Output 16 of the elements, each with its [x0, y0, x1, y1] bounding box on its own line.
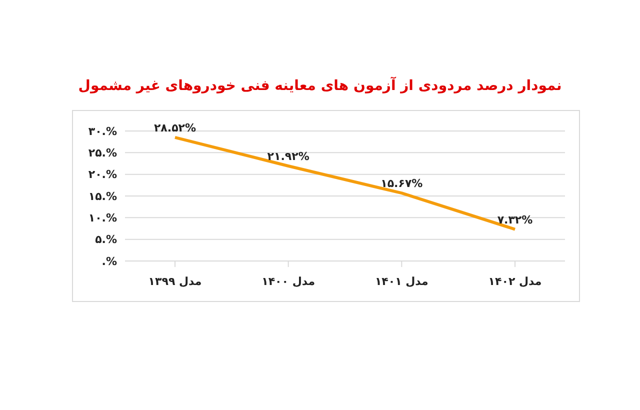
y-tick-label: ۲۰.% — [88, 168, 117, 182]
y-tick-label: ۱۰.% — [88, 212, 117, 225]
y-tick-label: ۲۵.% — [88, 146, 117, 160]
y-tick-label: ۱۵.% — [88, 190, 117, 203]
data-label: ۲۸.۵۲% — [154, 121, 196, 134]
x-tick-label: مدل ۱۳۹۹ — [148, 274, 202, 288]
chart-title: نمودار درصد مردودی از آزمون های معاینه فنی خودروهای غیر مشمول — [77, 78, 563, 94]
x-tick-label: مدل ۱۴۰۱ — [374, 274, 428, 288]
data-label: ۱۵.۶۷% — [380, 177, 423, 190]
y-tick-label: ۳۰.% — [88, 124, 117, 138]
data-label: ۲۱.۹۲% — [267, 150, 310, 164]
data-label: ۷.۳۲% — [497, 213, 533, 226]
x-tick-label: مدل ۱۴۰۲ — [488, 274, 542, 288]
x-tick-label: مدل ۱۴۰۰ — [262, 274, 316, 288]
y-tick-label: ۵.% — [95, 233, 117, 246]
y-tick-label: .% — [102, 254, 117, 268]
